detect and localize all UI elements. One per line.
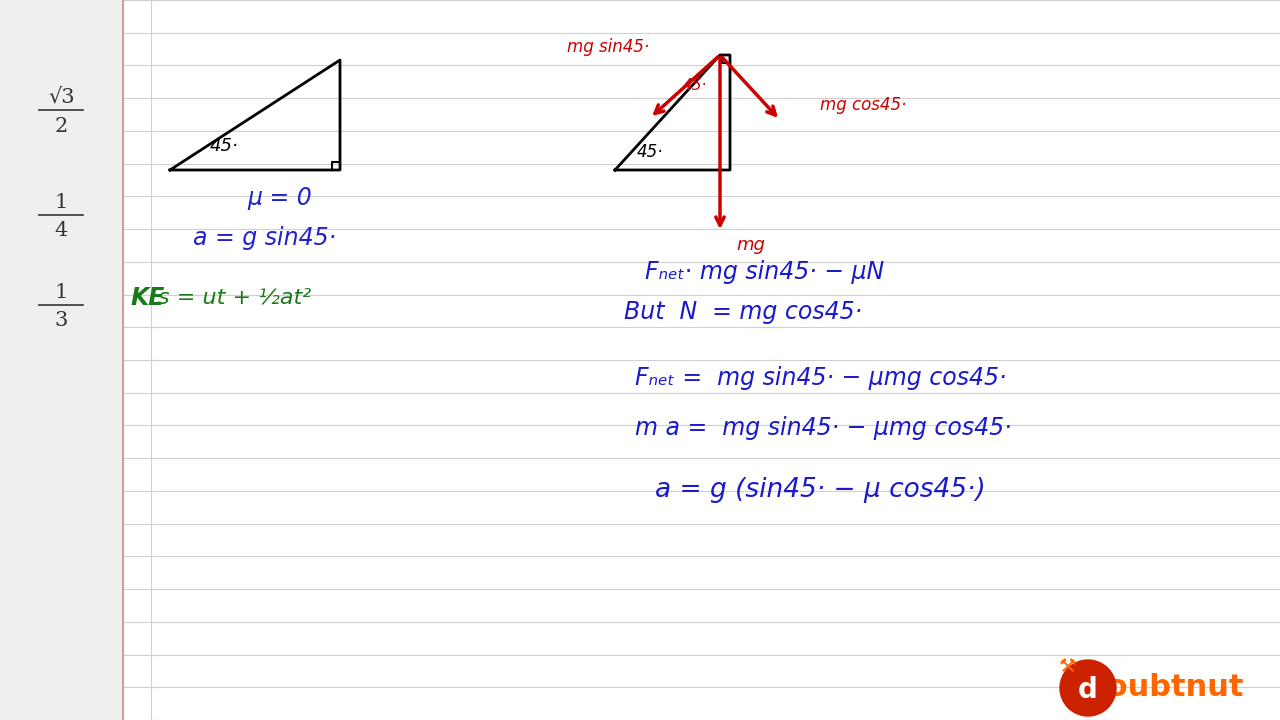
Text: But  N  = mg cos45·: But N = mg cos45· xyxy=(625,300,863,324)
Text: ⚒: ⚒ xyxy=(1060,657,1076,677)
Text: KE: KE xyxy=(131,286,165,310)
Text: Fₙₑₜ⋅ mg sin45· − μN: Fₙₑₜ⋅ mg sin45· − μN xyxy=(645,260,884,284)
Text: doubtnut: doubtnut xyxy=(1085,673,1244,703)
Bar xyxy=(0,0,123,720)
Text: a = g (sin45· − μ cos45·): a = g (sin45· − μ cos45·) xyxy=(655,477,986,503)
Text: 1: 1 xyxy=(55,282,68,302)
Text: m a =  mg sin45· − μmg cos45·: m a = mg sin45· − μmg cos45· xyxy=(635,416,1011,440)
Text: 45·: 45· xyxy=(210,137,239,155)
Text: 2: 2 xyxy=(55,117,68,135)
Text: mg sin45·: mg sin45· xyxy=(567,38,649,56)
Text: 1: 1 xyxy=(55,192,68,212)
Text: μ = 0: μ = 0 xyxy=(247,186,312,210)
Text: mg cos45·: mg cos45· xyxy=(820,96,906,114)
Circle shape xyxy=(1060,660,1116,716)
Text: 4: 4 xyxy=(55,222,68,240)
Text: d: d xyxy=(1078,676,1098,704)
Text: Fₙₑₜ =  mg sin45· − μmg cos45·: Fₙₑₜ = mg sin45· − μmg cos45· xyxy=(635,366,1006,390)
Text: s = ut + ½at²: s = ut + ½at² xyxy=(159,288,311,308)
Text: 45·: 45· xyxy=(682,78,707,92)
Text: mg: mg xyxy=(736,236,765,254)
Text: √3: √3 xyxy=(49,88,74,107)
Text: a = g sin45·: a = g sin45· xyxy=(193,226,337,250)
Text: 45·: 45· xyxy=(637,143,663,161)
Text: 3: 3 xyxy=(55,312,68,330)
